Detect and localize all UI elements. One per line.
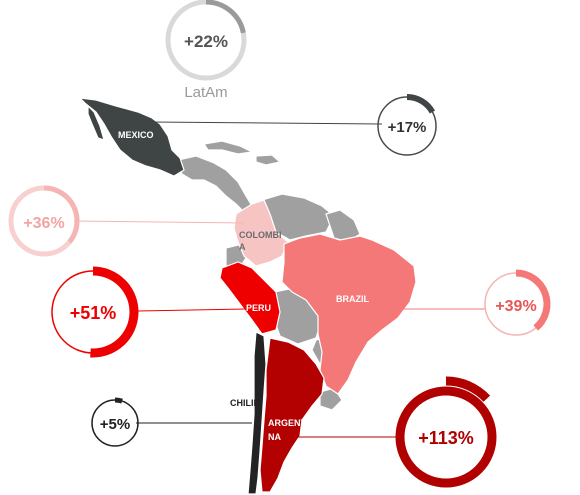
brazil-ring: +39%: [484, 269, 551, 336]
hispaniola: [255, 154, 282, 166]
brazil-ring-arc: [515, 269, 551, 331]
mexico-growth-value: +17%: [388, 119, 427, 136]
argentina-label-line2: NA: [268, 432, 281, 442]
mexico-shape: [78, 97, 185, 177]
colombia-leader-line: [73, 220, 245, 224]
chile-ring-arc: [114, 397, 123, 404]
chile-label: CHILIE: [230, 398, 260, 408]
latam-growth-value: +22%: [184, 32, 228, 51]
central-america: [177, 155, 253, 213]
brazil-label: BRAZIL: [336, 294, 369, 304]
colombia-label-line2: A: [239, 242, 246, 252]
chile-growth-value: +5%: [100, 416, 130, 433]
peru-growth-value: +51%: [70, 303, 117, 323]
peru-ring: +51%: [51, 266, 139, 358]
mexico-ring: +17%: [377, 94, 437, 156]
country-labels: MEXICO COLOMBI A PERU BRAZIL CHILIE ARGE…: [118, 130, 369, 442]
chile-shape: [247, 331, 267, 495]
peru-leader-line: [137, 308, 247, 312]
argentina-ring-arc: [445, 376, 491, 402]
latam-region-name: LatAm: [184, 84, 227, 101]
brazil-shape: [281, 233, 417, 395]
colombia-ring-arc: [43, 185, 80, 244]
argentina-growth-value: +113%: [418, 428, 474, 448]
peru-shape: [219, 261, 281, 335]
colombia-label-line1: COLOMBI: [239, 230, 282, 240]
colombia-growth-value: +36%: [23, 215, 64, 232]
mexico-label: MEXICO: [118, 130, 154, 140]
argentina-label-line1: ARGENTI: [268, 418, 309, 428]
argentina-shape: [259, 337, 325, 493]
colombia-shape: [233, 199, 289, 267]
latam-ring-arc: [205, 0, 246, 34]
colombia-ring: +36%: [8, 185, 80, 257]
leader-lines: [73, 121, 486, 438]
mexico-ring-arc: [406, 94, 436, 114]
highlighted-countries: [78, 97, 417, 495]
brazil-growth-value: +39%: [495, 298, 536, 315]
argentina-ring: +113%: [395, 376, 497, 488]
cuba: [202, 140, 254, 155]
peru-label: PERU: [246, 303, 271, 313]
chile-ring: +5%: [91, 397, 139, 447]
argentina-ring-track: [395, 386, 497, 488]
baja-california-shape: [87, 104, 105, 141]
mexico-leader-line: [149, 121, 383, 125]
peru-ring-arc: [90, 266, 139, 358]
latam-ring: +22% LatAm: [165, 0, 247, 101]
